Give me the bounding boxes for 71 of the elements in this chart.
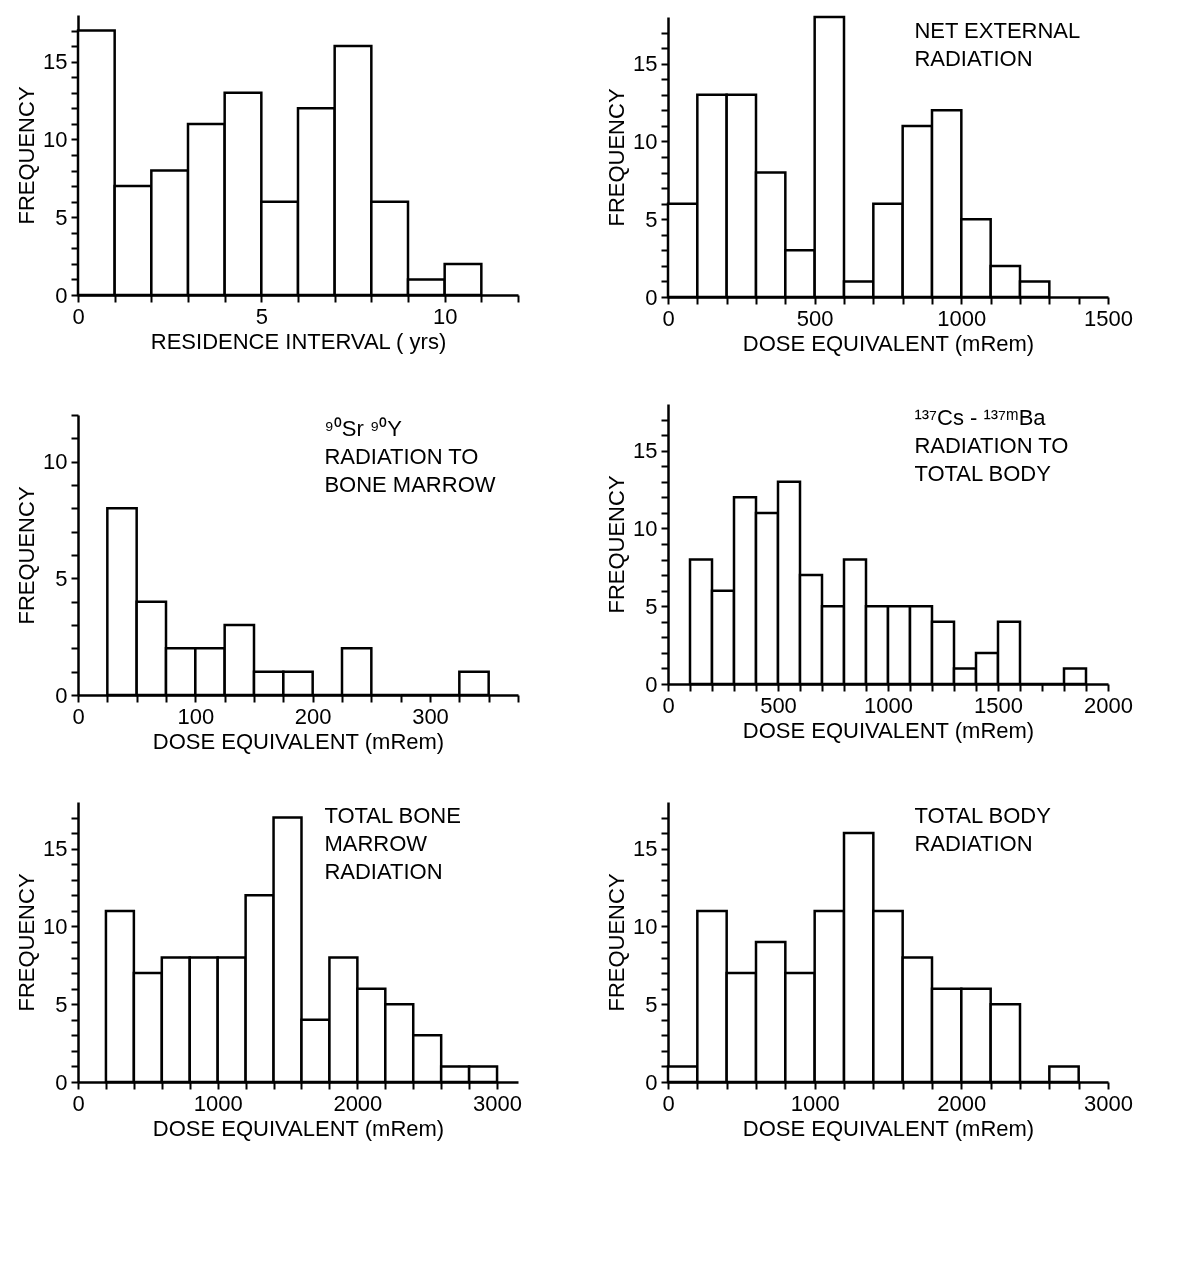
y-axis-title: FREQUENCY (14, 486, 40, 625)
x-tick-label: 300 (412, 703, 449, 729)
y-tick-label: 10 (633, 515, 658, 541)
x-tick-label: 1000 (193, 1090, 243, 1116)
annotation: RADIATION (914, 46, 1033, 71)
y-tick-label: 0 (645, 1069, 658, 1095)
x-tick-label: 100 (177, 703, 215, 729)
y-tick-label: 0 (645, 284, 658, 310)
y-tick-label: 15 (43, 49, 68, 75)
x-tick-label: 0 (72, 303, 85, 329)
annotation: TOTAL BODY (914, 803, 1052, 828)
y-axis-title: FREQUENCY (14, 86, 40, 225)
x-tick-label: 500 (796, 305, 834, 331)
x-tick-label: 0 (662, 1090, 675, 1116)
y-tick-label: 10 (43, 126, 68, 152)
y-tick-label: 10 (43, 449, 68, 475)
y-tick-label: 5 (645, 991, 658, 1017)
annotation: RADIATION (324, 859, 443, 884)
x-tick-label: 0 (662, 305, 675, 331)
x-tick-label: 0 (72, 1090, 85, 1116)
x-axis-title: RESIDENCE INTERVAL ( yrs) (150, 328, 447, 354)
y-tick-label: 5 (55, 565, 68, 591)
x-axis-title: DOSE EQUIVALENT (mRem) (152, 1115, 445, 1141)
x-axis-title: DOSE EQUIVALENT (mRem) (152, 728, 445, 754)
x-tick-label: 1500 (974, 692, 1023, 718)
annotation: RADIATION (914, 831, 1033, 856)
y-axis-title: FREQUENCY (604, 88, 630, 227)
y-tick-label: 5 (645, 593, 658, 619)
annotation: NET EXTERNAL (914, 18, 1081, 43)
x-tick-label: 10 (432, 303, 458, 329)
annotation: ⁹⁰Sr ⁹⁰Y (324, 416, 403, 441)
annotation: RADIATION TO (324, 444, 479, 469)
x-axis-title: DOSE EQUIVALENT (mRem) (742, 1115, 1035, 1141)
y-tick-label: 10 (43, 913, 68, 939)
x-tick-label: 3000 (1084, 1090, 1133, 1116)
x-axis-title: DOSE EQUIVALENT (mRem) (742, 717, 1035, 743)
annotation: RADIATION TO (914, 433, 1069, 458)
x-tick-label: 500 (760, 692, 797, 718)
x-tick-label: 200 (294, 703, 332, 729)
x-tick-label: 3000 (473, 1090, 523, 1116)
y-tick-label: 5 (55, 991, 68, 1017)
y-tick-label: 10 (633, 913, 658, 939)
y-tick-label: 15 (633, 836, 658, 862)
x-axis-title: DOSE EQUIVALENT (mRem) (742, 330, 1035, 356)
y-tick-label: 10 (633, 128, 658, 154)
y-tick-label: 15 (43, 836, 68, 862)
x-tick-label: 1000 (790, 1090, 840, 1116)
x-tick-label: 1000 (937, 305, 987, 331)
x-tick-label: 1000 (864, 692, 913, 718)
x-tick-label: 2000 (937, 1090, 987, 1116)
annotation: BONE MARROW (324, 472, 496, 497)
annotation: MARROW (324, 831, 428, 856)
x-tick-label: 2000 (333, 1090, 383, 1116)
y-tick-label: 15 (633, 51, 658, 77)
y-tick-label: 15 (633, 438, 658, 464)
annotation: ¹³⁷Cs - ¹³⁷ᵐBa (914, 405, 1047, 430)
x-tick-label: 0 (72, 703, 85, 729)
y-tick-label: 0 (645, 671, 658, 697)
y-axis-title: FREQUENCY (14, 873, 40, 1012)
annotation: TOTAL BODY (914, 461, 1052, 486)
y-tick-label: 0 (55, 1069, 68, 1095)
y-tick-label: 0 (55, 282, 68, 308)
x-tick-label: 2000 (1084, 692, 1133, 718)
annotation: TOTAL BONE (324, 803, 461, 828)
y-axis-title: FREQUENCY (604, 873, 630, 1012)
y-tick-label: 5 (55, 204, 68, 230)
y-tick-label: 5 (645, 206, 658, 232)
x-tick-label: 5 (255, 303, 268, 329)
x-tick-label: 1500 (1084, 305, 1133, 331)
y-axis-title: FREQUENCY (604, 475, 630, 614)
x-tick-label: 0 (662, 692, 675, 718)
